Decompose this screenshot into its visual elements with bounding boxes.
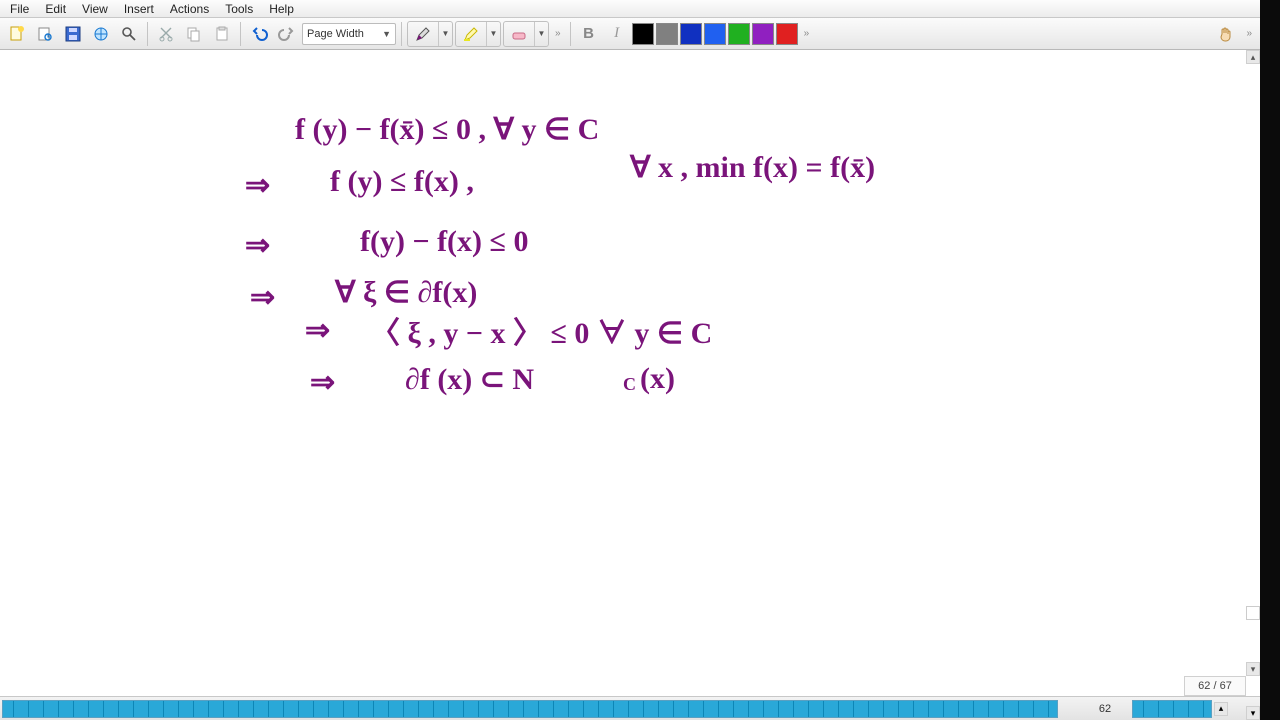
letterbox-right (1260, 0, 1280, 720)
ink-line: ∀ x , min f(x) = f(x̄) (630, 150, 875, 185)
chevron-down-icon: ▼ (382, 29, 391, 39)
ink-line: 〈 ξ , y − x 〉 ≤ 0 ∀ y ∈ C (370, 308, 712, 352)
ink-line: (x) (640, 362, 675, 396)
color-swatch-5[interactable] (752, 23, 774, 45)
ink-line: ⇒ (245, 228, 270, 263)
ink-line: f (y) − f(x̄) ≤ 0 , ∀ y ∈ C (295, 112, 599, 147)
undo-button[interactable] (246, 21, 272, 47)
page-indicator: 62 / 67 (1184, 676, 1246, 696)
export-button[interactable] (88, 21, 114, 47)
color-swatch-0[interactable] (632, 23, 654, 45)
ink-line: ⇒ (305, 313, 330, 348)
open-button[interactable] (32, 21, 58, 47)
toolbar: Page Width ▼ ▼ ▼ ▼ » B I » » (0, 18, 1260, 50)
status-bar: 62 ▴ (0, 696, 1260, 720)
status-page-number: 62 (1080, 703, 1130, 715)
save-button[interactable] (60, 21, 86, 47)
menu-actions[interactable]: Actions (162, 1, 217, 17)
ruler-strip (2, 700, 1058, 718)
bold-button[interactable]: B (576, 21, 602, 47)
app-window: File Edit View Insert Actions Tools Help (0, 0, 1260, 720)
chevron-down-icon[interactable]: ▼ (486, 22, 500, 46)
color-swatch-3[interactable] (704, 23, 726, 45)
cut-button[interactable] (153, 21, 179, 47)
overflow-icon[interactable]: » (551, 28, 565, 39)
ink-line: ⇒ (250, 280, 275, 315)
ink-line: ∀ ξ ∈ ∂f(x) (335, 275, 477, 310)
separator (147, 22, 148, 46)
pen-tool[interactable]: ▼ (407, 21, 453, 47)
ink-line: ∂f (x) ⊂ N (405, 362, 534, 397)
ink-line: ⇒ (310, 365, 335, 400)
menu-tools[interactable]: Tools (217, 1, 261, 17)
pan-hand-button[interactable] (1212, 21, 1240, 47)
new-note-button[interactable] (4, 21, 30, 47)
scroll-up-button[interactable]: ▴ (1246, 50, 1260, 64)
menu-insert[interactable]: Insert (116, 1, 162, 17)
overflow-icon[interactable]: » (1242, 28, 1256, 39)
note-canvas[interactable]: f (y) − f(x̄) ≤ 0 , ∀ y ∈ C ⇒ f (y) ≤ f(x)… (0, 50, 1246, 676)
ruler-strip-right (1132, 700, 1212, 718)
ink-line: C (623, 374, 636, 395)
redo-button[interactable] (274, 21, 300, 47)
page-label: 62 / 67 (1198, 680, 1232, 692)
highlighter-tool[interactable]: ▼ (455, 21, 501, 47)
search-button[interactable] (116, 21, 142, 47)
scroll-thumb[interactable] (1246, 606, 1260, 620)
separator (570, 22, 571, 46)
work-area: f (y) − f(x̄) ≤ 0 , ∀ y ∈ C ⇒ f (y) ≤ f(x)… (0, 50, 1260, 720)
chevron-down-icon[interactable]: ▼ (534, 22, 548, 46)
separator (401, 22, 402, 46)
copy-button[interactable] (181, 21, 207, 47)
zoom-select[interactable]: Page Width ▼ (302, 23, 396, 45)
zoom-label: Page Width (307, 28, 364, 40)
color-swatch-6[interactable] (776, 23, 798, 45)
color-swatch-4[interactable] (728, 23, 750, 45)
menu-bar: File Edit View Insert Actions Tools Help (0, 0, 1260, 18)
scroll-down-button[interactable]: ▾ (1246, 662, 1260, 676)
ink-line: f (y) ≤ f(x) , (330, 165, 474, 199)
eraser-tool[interactable]: ▼ (503, 21, 549, 47)
color-swatch-1[interactable] (656, 23, 678, 45)
italic-button[interactable]: I (604, 21, 630, 47)
page-down-button[interactable]: ▾ (1246, 706, 1260, 720)
paste-button[interactable] (209, 21, 235, 47)
ink-line: ⇒ (245, 168, 270, 203)
menu-view[interactable]: View (74, 1, 116, 17)
color-swatch-2[interactable] (680, 23, 702, 45)
chevron-down-icon[interactable]: ▼ (438, 22, 452, 46)
page-up-button[interactable]: ▴ (1214, 702, 1228, 716)
menu-help[interactable]: Help (261, 1, 302, 17)
separator (240, 22, 241, 46)
menu-file[interactable]: File (2, 1, 37, 17)
ink-line: f(y) − f(x) ≤ 0 (360, 225, 529, 259)
overflow-icon[interactable]: » (800, 28, 814, 39)
menu-edit[interactable]: Edit (37, 1, 74, 17)
